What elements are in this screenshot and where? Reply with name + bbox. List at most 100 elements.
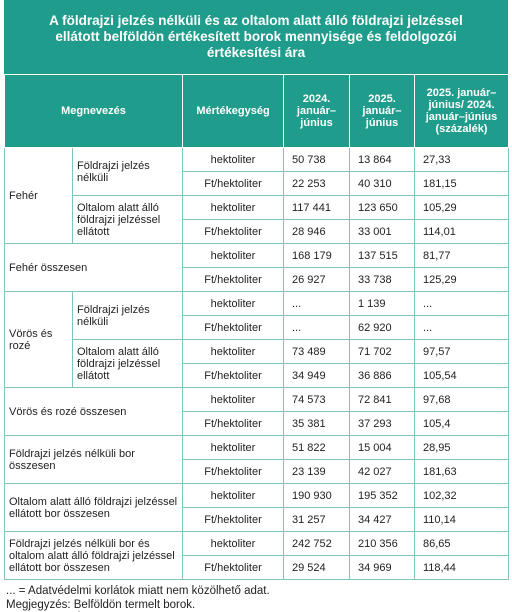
value-cell: 35 381 [283,411,350,436]
header-cell: Mértékegység [182,74,284,148]
value-cell: 118,44 [414,555,509,580]
unit-cell: hektoliter [182,243,284,268]
value-cell: 195 352 [349,483,415,508]
unit-cell: Ft/hektoliter [182,555,284,580]
unit-cell: Ft/hektoliter [182,459,284,484]
table-row: Ft/hektoliter 34 949 36 886 105,54 [5,363,509,388]
value-cell: 105,29 [414,195,509,220]
value-cell: 33 738 [349,267,415,292]
value-cell: 40 310 [349,171,415,196]
table-row: Földrajzi jelzés nélküli bor és oltalom … [4,531,509,580]
value-cell: 81,77 [414,243,509,268]
value-cell: 105,54 [414,363,509,388]
table-row: Vörös és rozé Földrajzi jelzés nélküli hek… [4,291,509,388]
value-cell: 34 969 [349,555,415,580]
subgroup-label: Földrajzi jelzés nélküli [72,147,183,196]
unit-cell: hektoliter [182,483,284,508]
value-cell: 73 489 [283,339,350,364]
group-label: Fehér összesen [4,243,183,292]
header-cell: 2025. január–június/ 2024. január–június… [414,74,509,148]
unit-cell: Ft/hektoliter [182,219,284,244]
value-cell: 125,29 [414,267,509,292]
subgroup-label: Oltalom alatt álló földrajzi jelzéssel e… [72,195,183,244]
group-label: Vörös és rozé [4,291,73,388]
unit-cell: hektoliter [182,147,284,172]
value-cell: 168 179 [283,243,350,268]
unit-cell: Ft/hektoliter [182,507,284,532]
table-row: Vörös és rozé összesen hektoliter 74 573 72… [4,387,509,436]
value-cell: 137 515 [349,243,415,268]
unit-cell: hektoliter [182,195,284,220]
table-row: Ft/hektoliter 31 257 34 427 110,14 [5,507,509,532]
value-cell: 51 822 [283,435,350,460]
value-cell: 34 427 [349,507,415,532]
value-cell: 71 702 [349,339,415,364]
value-cell: 97,68 [414,387,509,412]
value-cell: ... [283,315,350,340]
value-cell: 13 864 [349,147,415,172]
title: A földrajzi jelzés nélküli és az oltalom… [4,0,508,74]
value-cell: 23 139 [283,459,350,484]
value-cell: 27,33 [414,147,509,172]
unit-cell: Ft/hektoliter [182,171,284,196]
unit-cell: hektoliter [182,387,284,412]
value-cell: ... [414,315,509,340]
value-cell: 28 946 [283,219,350,244]
value-cell: 242 752 [283,531,350,556]
table-row: Ft/hektoliter 35 381 37 293 105,4 [5,411,509,436]
table-row: Ft/hektoliter 29 524 34 969 118,44 [5,555,509,580]
table-row: Oltalom alatt álló földrajzi jelzéssel e… [5,339,509,388]
value-cell: ... [414,291,509,316]
table-row: Oltalom alatt álló földrajzi jelzéssel e… [5,195,509,244]
value-cell: 210 356 [349,531,415,556]
value-cell: 105,4 [414,411,509,436]
unit-cell: hektoliter [182,435,284,460]
unit-cell: Ft/hektoliter [182,411,284,436]
value-cell: 26 927 [283,267,350,292]
value-cell: 72 841 [349,387,415,412]
value-cell: 110,14 [414,507,509,532]
unit-cell: hektoliter [182,531,284,556]
table-row: Oltalom alatt álló földrajzi jelzéssel e… [4,483,509,532]
value-cell: 28,95 [414,435,509,460]
value-cell: 181,15 [414,171,509,196]
unit-cell: hektoliter [182,339,284,364]
table-row: Földrajzi jelzés nélküli bor összesen hek… [4,435,509,484]
header-cell: Megnevezés [4,74,183,148]
value-cell: 74 573 [283,387,350,412]
value-cell: 29 524 [283,555,350,580]
subgroup-label: Földrajzi jelzés nélküli [72,291,183,340]
value-cell: 102,32 [414,483,509,508]
unit-cell: hektoliter [182,291,284,316]
header-row: Megnevezés Mértékegység 2024. január–jún… [4,74,509,148]
value-cell: 50 738 [283,147,350,172]
value-cell: 114,01 [414,219,509,244]
value-cell: 190 930 [283,483,350,508]
value-cell: ... [283,291,350,316]
value-cell: 42 027 [349,459,415,484]
value-cell: 22 253 [283,171,350,196]
value-cell: 123 650 [349,195,415,220]
header-cell: 2024. január–június [283,74,350,148]
value-cell: 86,65 [414,531,509,556]
table-row: Fehér Földrajzi jelzés nélküli hektoliter 5… [4,147,509,244]
data-table: Megnevezés Mértékegység 2024. január–jún… [4,74,509,580]
subgroup-label: Oltalom alatt álló földrajzi jelzéssel e… [72,339,183,388]
value-cell: 33 001 [349,219,415,244]
notes: ... = Adatvédelmi korlátok miatt nem köz… [6,584,506,612]
unit-cell: Ft/hektoliter [182,315,284,340]
value-cell: 62 920 [349,315,415,340]
value-cell: 31 257 [283,507,350,532]
value-cell: 15 004 [349,435,415,460]
table-row: Ft/hektoliter 22 253 40 310 181,15 [5,171,509,196]
group-label: Oltalom alatt álló földrajzi jelzéssel e… [4,483,183,532]
value-cell: 181,63 [414,459,509,484]
unit-cell: Ft/hektoliter [182,267,284,292]
note: ... = Adatvédelmi korlátok miatt nem köz… [6,585,270,597]
unit-cell: Ft/hektoliter [182,363,284,388]
table-row: Ft/hektoliter 28 946 33 001 114,01 [5,219,509,244]
table-row: Ft/hektoliter 26 927 33 738 125,29 [5,267,509,292]
group-label: Földrajzi jelzés nélküli bor és oltalom … [4,531,183,580]
value-cell: 36 886 [349,363,415,388]
